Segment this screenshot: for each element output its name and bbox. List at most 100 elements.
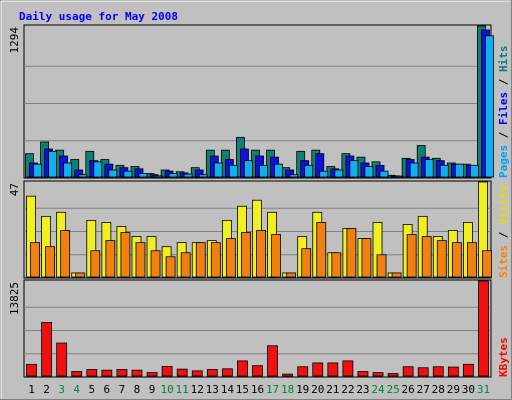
bar-sites-day-24: [376, 254, 387, 278]
legend-hits: Pages / Files / Hits: [497, 46, 510, 179]
bar-kbytes-day-13: [206, 369, 218, 377]
legend-label: /: [497, 225, 510, 245]
bar-pages-day-18: [289, 174, 299, 178]
bar-sites-day-18: [286, 272, 297, 278]
bar-pages-day-28: [439, 164, 449, 178]
bar-sites-day-23: [361, 238, 372, 278]
y-max-label-hits: 1294: [8, 27, 21, 54]
bar-sites-day-6: [105, 240, 116, 278]
bar-sites-day-14: [225, 238, 236, 278]
x-tick-label: 27: [417, 383, 430, 396]
x-tick-label: 24: [371, 383, 385, 396]
bar-kbytes-day-28: [432, 366, 444, 377]
x-tick-label: 10: [160, 383, 173, 396]
bar-pages-day-10: [168, 173, 178, 178]
x-tick-label: 17: [266, 383, 279, 396]
legend-label: /: [497, 72, 510, 92]
bar-sites-day-5: [90, 250, 101, 278]
bar-kbytes-day-18: [282, 373, 294, 377]
x-tick-label: 5: [88, 383, 95, 396]
bar-sites-day-29: [451, 242, 462, 278]
bar-pages-day-31: [485, 35, 494, 178]
bar-sites-day-16: [256, 230, 266, 278]
bar-pages-day-17: [274, 163, 283, 178]
x-tick-label: 6: [104, 383, 111, 396]
x-tick-label: 23: [356, 383, 369, 396]
bar-pages-day-23: [364, 166, 374, 178]
legend-label: Pages: [497, 145, 510, 178]
panel-hits: 1294 Pages / Files / Hits: [8, 24, 510, 179]
legend-kbytes: KBytes: [497, 337, 510, 377]
bar-kbytes-day-30: [463, 363, 474, 377]
x-tick-label: 29: [447, 383, 460, 396]
bar-pages-day-19: [304, 164, 314, 178]
x-tick-label: 8: [134, 383, 141, 396]
bar-kbytes-day-6: [101, 369, 113, 377]
legend-visits: Sites / Visits: [497, 185, 510, 278]
bar-kbytes-day-19: [297, 366, 309, 377]
bar-sites-day-27: [421, 236, 432, 278]
legend-label: Sites: [497, 245, 510, 278]
series-kbytes: [26, 280, 489, 377]
bar-sites-day-11: [180, 252, 191, 278]
bar-pages-day-20: [319, 170, 329, 178]
bar-kbytes-day-5: [86, 369, 98, 377]
bar-kbytes-day-2: [41, 322, 52, 377]
series-sites: [30, 222, 492, 278]
bar-kbytes-day-11: [176, 368, 188, 377]
bar-pages-day-3: [63, 162, 73, 178]
bar-pages-day-2: [48, 150, 57, 178]
x-tick-label: 15: [236, 383, 249, 396]
bar-sites-day-21: [331, 252, 342, 278]
bar-kbytes-day-25: [387, 373, 399, 377]
bar-kbytes-day-26: [402, 366, 414, 377]
bar-kbytes-day-16: [252, 365, 263, 377]
x-tick-label: 7: [119, 383, 126, 396]
bar-kbytes-day-10: [161, 365, 173, 377]
bar-sites-day-9: [150, 250, 161, 278]
bar-kbytes-day-27: [417, 367, 429, 377]
bar-kbytes-day-17: [267, 345, 278, 377]
x-tick-label: 16: [251, 383, 264, 396]
x-tick-label: 14: [221, 383, 235, 396]
x-tick-label: 13: [206, 383, 219, 396]
bar-kbytes-day-12: [191, 370, 203, 377]
bar-kbytes-day-23: [357, 371, 369, 377]
x-tick-label: 2: [43, 383, 50, 396]
legend-label: Hits: [497, 46, 510, 73]
bar-sites-day-31: [482, 250, 492, 278]
bar-sites-day-10: [165, 256, 176, 278]
bar-pages-day-9: [153, 175, 163, 178]
bar-pages-day-7: [123, 170, 133, 178]
bar-sites-day-13: [210, 242, 221, 278]
bar-pages-day-13: [213, 162, 223, 178]
bar-kbytes-day-14: [221, 368, 233, 377]
bar-sites-day-17: [271, 234, 281, 278]
x-tick-label: 30: [462, 383, 475, 396]
bar-pages-day-5: [93, 161, 103, 178]
bar-sites-day-15: [241, 232, 251, 278]
bar-kbytes-day-21: [327, 362, 339, 377]
bar-pages-day-16: [259, 164, 268, 178]
x-tick-label: 19: [296, 383, 309, 396]
bar-pages-day-29: [454, 163, 464, 178]
bar-kbytes-day-29: [447, 366, 459, 377]
bar-pages-day-21: [334, 169, 344, 178]
legend-label: Files: [497, 92, 510, 125]
legend-label: Visits: [497, 185, 510, 225]
bar-sites-day-20: [316, 222, 327, 278]
bar-kbytes-day-4: [71, 371, 83, 377]
bar-pages-day-1: [33, 163, 42, 178]
bar-pages-day-8: [138, 173, 148, 178]
x-tick-label: 22: [341, 383, 354, 396]
bar-sites-day-22: [346, 228, 357, 278]
bar-kbytes-day-24: [372, 372, 384, 377]
bar-pages-day-22: [349, 160, 359, 178]
x-tick-label: 3: [58, 383, 65, 396]
x-tick-label: 25: [386, 383, 399, 396]
x-tick-label: 12: [191, 383, 204, 396]
y-max-label-kbytes: 13825: [8, 282, 21, 315]
bar-kbytes-day-31: [478, 280, 489, 377]
bar-kbytes-day-8: [131, 369, 143, 377]
x-tick-label: 1: [28, 383, 35, 396]
